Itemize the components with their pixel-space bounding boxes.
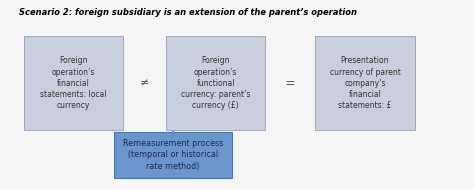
Text: Remeasurement process
(temporal or historical
rate method): Remeasurement process (temporal or histo…: [123, 139, 223, 171]
FancyBboxPatch shape: [166, 36, 265, 130]
FancyBboxPatch shape: [114, 132, 232, 178]
Text: Scenario 2: foreign subsidiary is an extension of the parent’s operation: Scenario 2: foreign subsidiary is an ext…: [19, 8, 357, 17]
FancyBboxPatch shape: [315, 36, 415, 130]
Text: =: =: [285, 77, 296, 90]
Text: ≠: ≠: [140, 78, 149, 88]
FancyBboxPatch shape: [24, 36, 123, 130]
Text: Presentation
currency of parent
company’s
financial
statements: £: Presentation currency of parent company’…: [329, 57, 401, 110]
Text: Foreign
operation’s
functional
currency: parent’s
currency (£): Foreign operation’s functional currency:…: [181, 57, 250, 110]
Text: Foreign
operation’s
financial
statements: local
currency: Foreign operation’s financial statements…: [40, 57, 107, 110]
